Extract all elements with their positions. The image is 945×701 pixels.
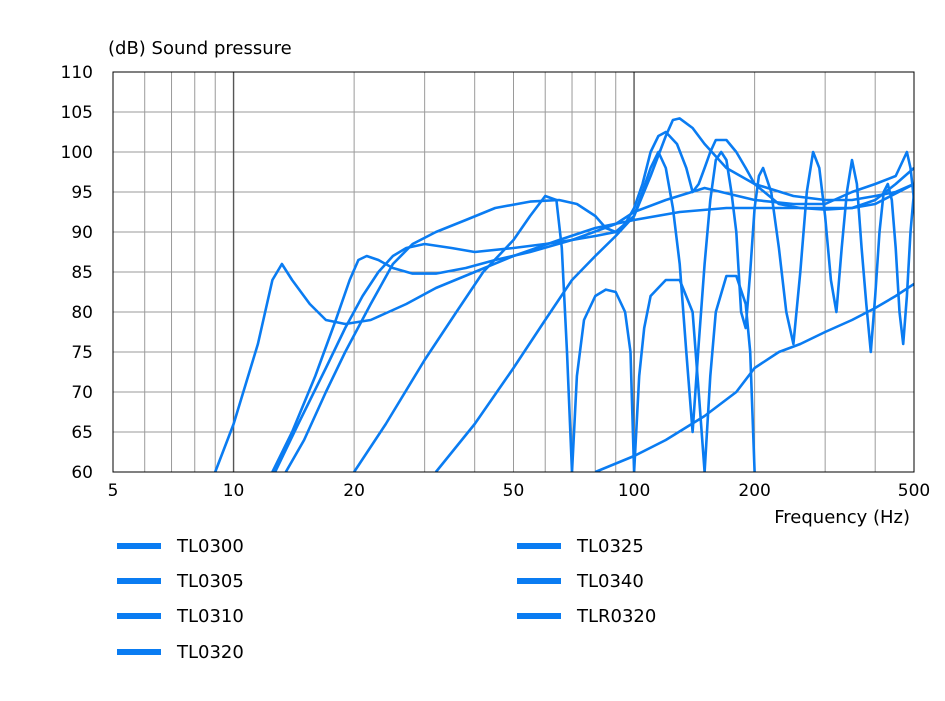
y-tick-label: 110 xyxy=(61,63,93,83)
y-tick-label: 105 xyxy=(61,103,93,123)
y-tick-label: 75 xyxy=(71,343,93,363)
y-tick-labels: 60 65 70 75 80 85 90 95 100 105 110 xyxy=(61,63,93,483)
grid-lines xyxy=(113,71,914,473)
y-tick-label: 85 xyxy=(71,263,93,283)
series-lines xyxy=(213,117,914,472)
x-tick-label: 500 xyxy=(898,481,930,501)
series-line-tl0320 xyxy=(284,130,914,472)
y-tick-label: 70 xyxy=(71,383,93,403)
series-line-tlr0320 xyxy=(594,282,914,472)
x-axis-label: Frequency (Hz) xyxy=(774,507,910,528)
x-tick-label: 10 xyxy=(223,481,245,501)
x-tick-labels: 5 10 20 50 100 200 500 xyxy=(108,481,931,501)
y-tick-label: 95 xyxy=(71,183,93,203)
x-tick-label: 50 xyxy=(503,481,525,501)
y-tick-label: 90 xyxy=(71,223,93,243)
x-tick-label: 20 xyxy=(343,481,365,501)
y-tick-label: 100 xyxy=(61,143,93,163)
y-tick-label: 60 xyxy=(71,463,93,483)
y-tick-label: 65 xyxy=(71,423,93,443)
y-tick-label: 80 xyxy=(71,303,93,323)
series-line-tl0340 xyxy=(434,150,914,472)
plot-frame xyxy=(112,71,915,473)
y-axis-label: (dB) Sound pressure xyxy=(108,38,292,59)
x-tick-label: 200 xyxy=(738,481,770,501)
series-line-tl0325 xyxy=(353,194,756,472)
x-tick-label: 100 xyxy=(618,481,650,501)
x-tick-label: 5 xyxy=(108,481,119,501)
